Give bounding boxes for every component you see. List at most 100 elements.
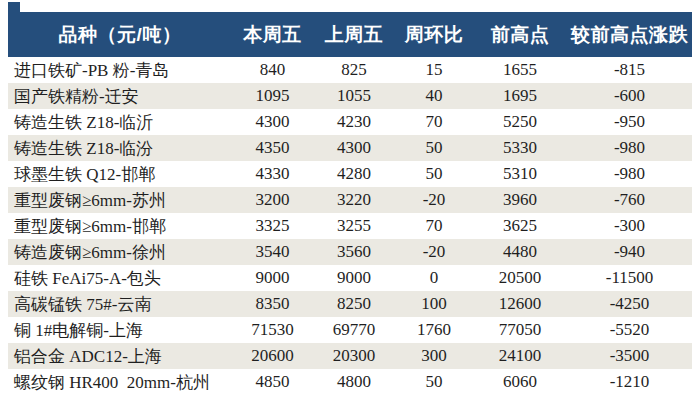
value-cell: 100 xyxy=(395,291,473,317)
value-cell: 4850 xyxy=(232,369,313,395)
value-cell: -300 xyxy=(567,213,692,239)
value-cell: 50 xyxy=(395,161,473,187)
value-cell: -600 xyxy=(567,83,692,109)
table-row: 重型废钢≥6mm-苏州32003220-203960-760 xyxy=(8,187,692,213)
table-row: 国产铁精粉-迁安10951055401695-600 xyxy=(8,83,692,109)
value-cell: 8350 xyxy=(232,291,313,317)
value-cell: 20500 xyxy=(473,265,567,291)
value-cell: 4480 xyxy=(473,239,567,265)
table-row: 铸造生铁 Z18-临汾43504300505330-980 xyxy=(8,135,692,161)
value-cell: 12600 xyxy=(473,291,567,317)
value-cell: -4250 xyxy=(567,291,692,317)
value-cell: 1055 xyxy=(313,83,395,109)
row-label-cell: 硅铁 FeAi75-A-包头 xyxy=(8,265,232,291)
col-header-last-friday: 上周五 xyxy=(313,12,395,57)
value-cell: 77050 xyxy=(473,317,567,343)
value-cell: 9000 xyxy=(232,265,313,291)
value-cell: -5520 xyxy=(567,317,692,343)
value-cell: 4330 xyxy=(232,161,313,187)
value-cell: 1655 xyxy=(473,57,567,83)
value-cell: 8250 xyxy=(313,291,395,317)
value-cell: -940 xyxy=(567,239,692,265)
table-row: 硅铁 FeAi75-A-包头90009000020500-11500 xyxy=(8,265,692,291)
value-cell: 4230 xyxy=(313,109,395,135)
table-row: 铸造废钢≥6mm-徐州35403560-204480-940 xyxy=(8,239,692,265)
row-label-cell: 螺纹钢 HR400 20mm-杭州 xyxy=(8,369,232,395)
row-label-cell: 国产铁精粉-迁安 xyxy=(8,83,232,109)
row-label-cell: 铜 1#电解铜-上海 xyxy=(8,317,232,343)
value-cell: 1760 xyxy=(395,317,473,343)
value-cell: 1095 xyxy=(232,83,313,109)
value-cell: 6060 xyxy=(473,369,567,395)
table-row: 进口铁矿-PB 粉-青岛840825151655-815 xyxy=(8,57,692,83)
value-cell: 4300 xyxy=(313,135,395,161)
table-row: 铜 1#电解铜-上海7153069770176077050-5520 xyxy=(8,317,692,343)
value-cell: 50 xyxy=(395,135,473,161)
col-header-this-friday: 本周五 xyxy=(232,12,313,57)
commodity-price-table: 品种（元/吨） 本周五 上周五 周环比 前高点 较前高点涨跌 进口铁矿-PB 粉… xyxy=(8,12,692,395)
value-cell: 5330 xyxy=(473,135,567,161)
value-cell: 71530 xyxy=(232,317,313,343)
value-cell: -20 xyxy=(395,239,473,265)
row-label-cell: 铸造废钢≥6mm-徐州 xyxy=(8,239,232,265)
row-label-cell: 球墨生铁 Q12-邯郸 xyxy=(8,161,232,187)
table-row: 铸造生铁 Z18-临沂43004230705250-950 xyxy=(8,109,692,135)
value-cell: 3625 xyxy=(473,213,567,239)
value-cell: 4280 xyxy=(313,161,395,187)
row-label-cell: 高碳锰铁 75#-云南 xyxy=(8,291,232,317)
value-cell: 50 xyxy=(395,369,473,395)
value-cell: -815 xyxy=(567,57,692,83)
row-label-cell: 重型废钢≥6mm-邯郸 xyxy=(8,213,232,239)
col-header-prev-high: 前高点 xyxy=(473,12,567,57)
value-cell: 20300 xyxy=(313,343,395,369)
value-cell: 69770 xyxy=(313,317,395,343)
value-cell: 70 xyxy=(395,213,473,239)
value-cell: 20600 xyxy=(232,343,313,369)
value-cell: -3500 xyxy=(567,343,692,369)
value-cell: 300 xyxy=(395,343,473,369)
value-cell: 9000 xyxy=(313,265,395,291)
price-table-page: 品种（元/吨） 本周五 上周五 周环比 前高点 较前高点涨跌 进口铁矿-PB 粉… xyxy=(0,0,700,403)
table-row: 铝合金 ADC12-上海206002030030024100-3500 xyxy=(8,343,692,369)
value-cell: 840 xyxy=(232,57,313,83)
value-cell: 4350 xyxy=(232,135,313,161)
value-cell: 3960 xyxy=(473,187,567,213)
col-header-variety: 品种（元/吨） xyxy=(8,12,232,57)
value-cell: -980 xyxy=(567,135,692,161)
value-cell: 5250 xyxy=(473,109,567,135)
value-cell: 3255 xyxy=(313,213,395,239)
value-cell: 4300 xyxy=(232,109,313,135)
value-cell: 825 xyxy=(313,57,395,83)
col-header-vs-prev-high: 较前高点涨跌 xyxy=(567,12,692,57)
table-body: 进口铁矿-PB 粉-青岛840825151655-815国产铁精粉-迁安1095… xyxy=(8,57,692,395)
corner-accent-square xyxy=(8,2,20,12)
value-cell: 3325 xyxy=(232,213,313,239)
value-cell: -980 xyxy=(567,161,692,187)
value-cell: -950 xyxy=(567,109,692,135)
value-cell: -11500 xyxy=(567,265,692,291)
value-cell: -1210 xyxy=(567,369,692,395)
table-header: 品种（元/吨） 本周五 上周五 周环比 前高点 较前高点涨跌 xyxy=(8,12,692,57)
value-cell: 24100 xyxy=(473,343,567,369)
value-cell: 4800 xyxy=(313,369,395,395)
header-row: 品种（元/吨） 本周五 上周五 周环比 前高点 较前高点涨跌 xyxy=(8,12,692,57)
row-label-cell: 重型废钢≥6mm-苏州 xyxy=(8,187,232,213)
value-cell: 0 xyxy=(395,265,473,291)
value-cell: 3560 xyxy=(313,239,395,265)
row-label-cell: 进口铁矿-PB 粉-青岛 xyxy=(8,57,232,83)
row-label-cell: 铸造生铁 Z18-临汾 xyxy=(8,135,232,161)
value-cell: -760 xyxy=(567,187,692,213)
value-cell: -20 xyxy=(395,187,473,213)
value-cell: 1695 xyxy=(473,83,567,109)
table-row: 球墨生铁 Q12-邯郸43304280505310-980 xyxy=(8,161,692,187)
value-cell: 5310 xyxy=(473,161,567,187)
row-label-cell: 铝合金 ADC12-上海 xyxy=(8,343,232,369)
value-cell: 3220 xyxy=(313,187,395,213)
table-row: 重型废钢≥6mm-邯郸33253255703625-300 xyxy=(8,213,692,239)
table-row: 螺纹钢 HR400 20mm-杭州48504800506060-1210 xyxy=(8,369,692,395)
value-cell: 40 xyxy=(395,83,473,109)
col-header-wow-change: 周环比 xyxy=(395,12,473,57)
value-cell: 3540 xyxy=(232,239,313,265)
value-cell: 70 xyxy=(395,109,473,135)
value-cell: 3200 xyxy=(232,187,313,213)
